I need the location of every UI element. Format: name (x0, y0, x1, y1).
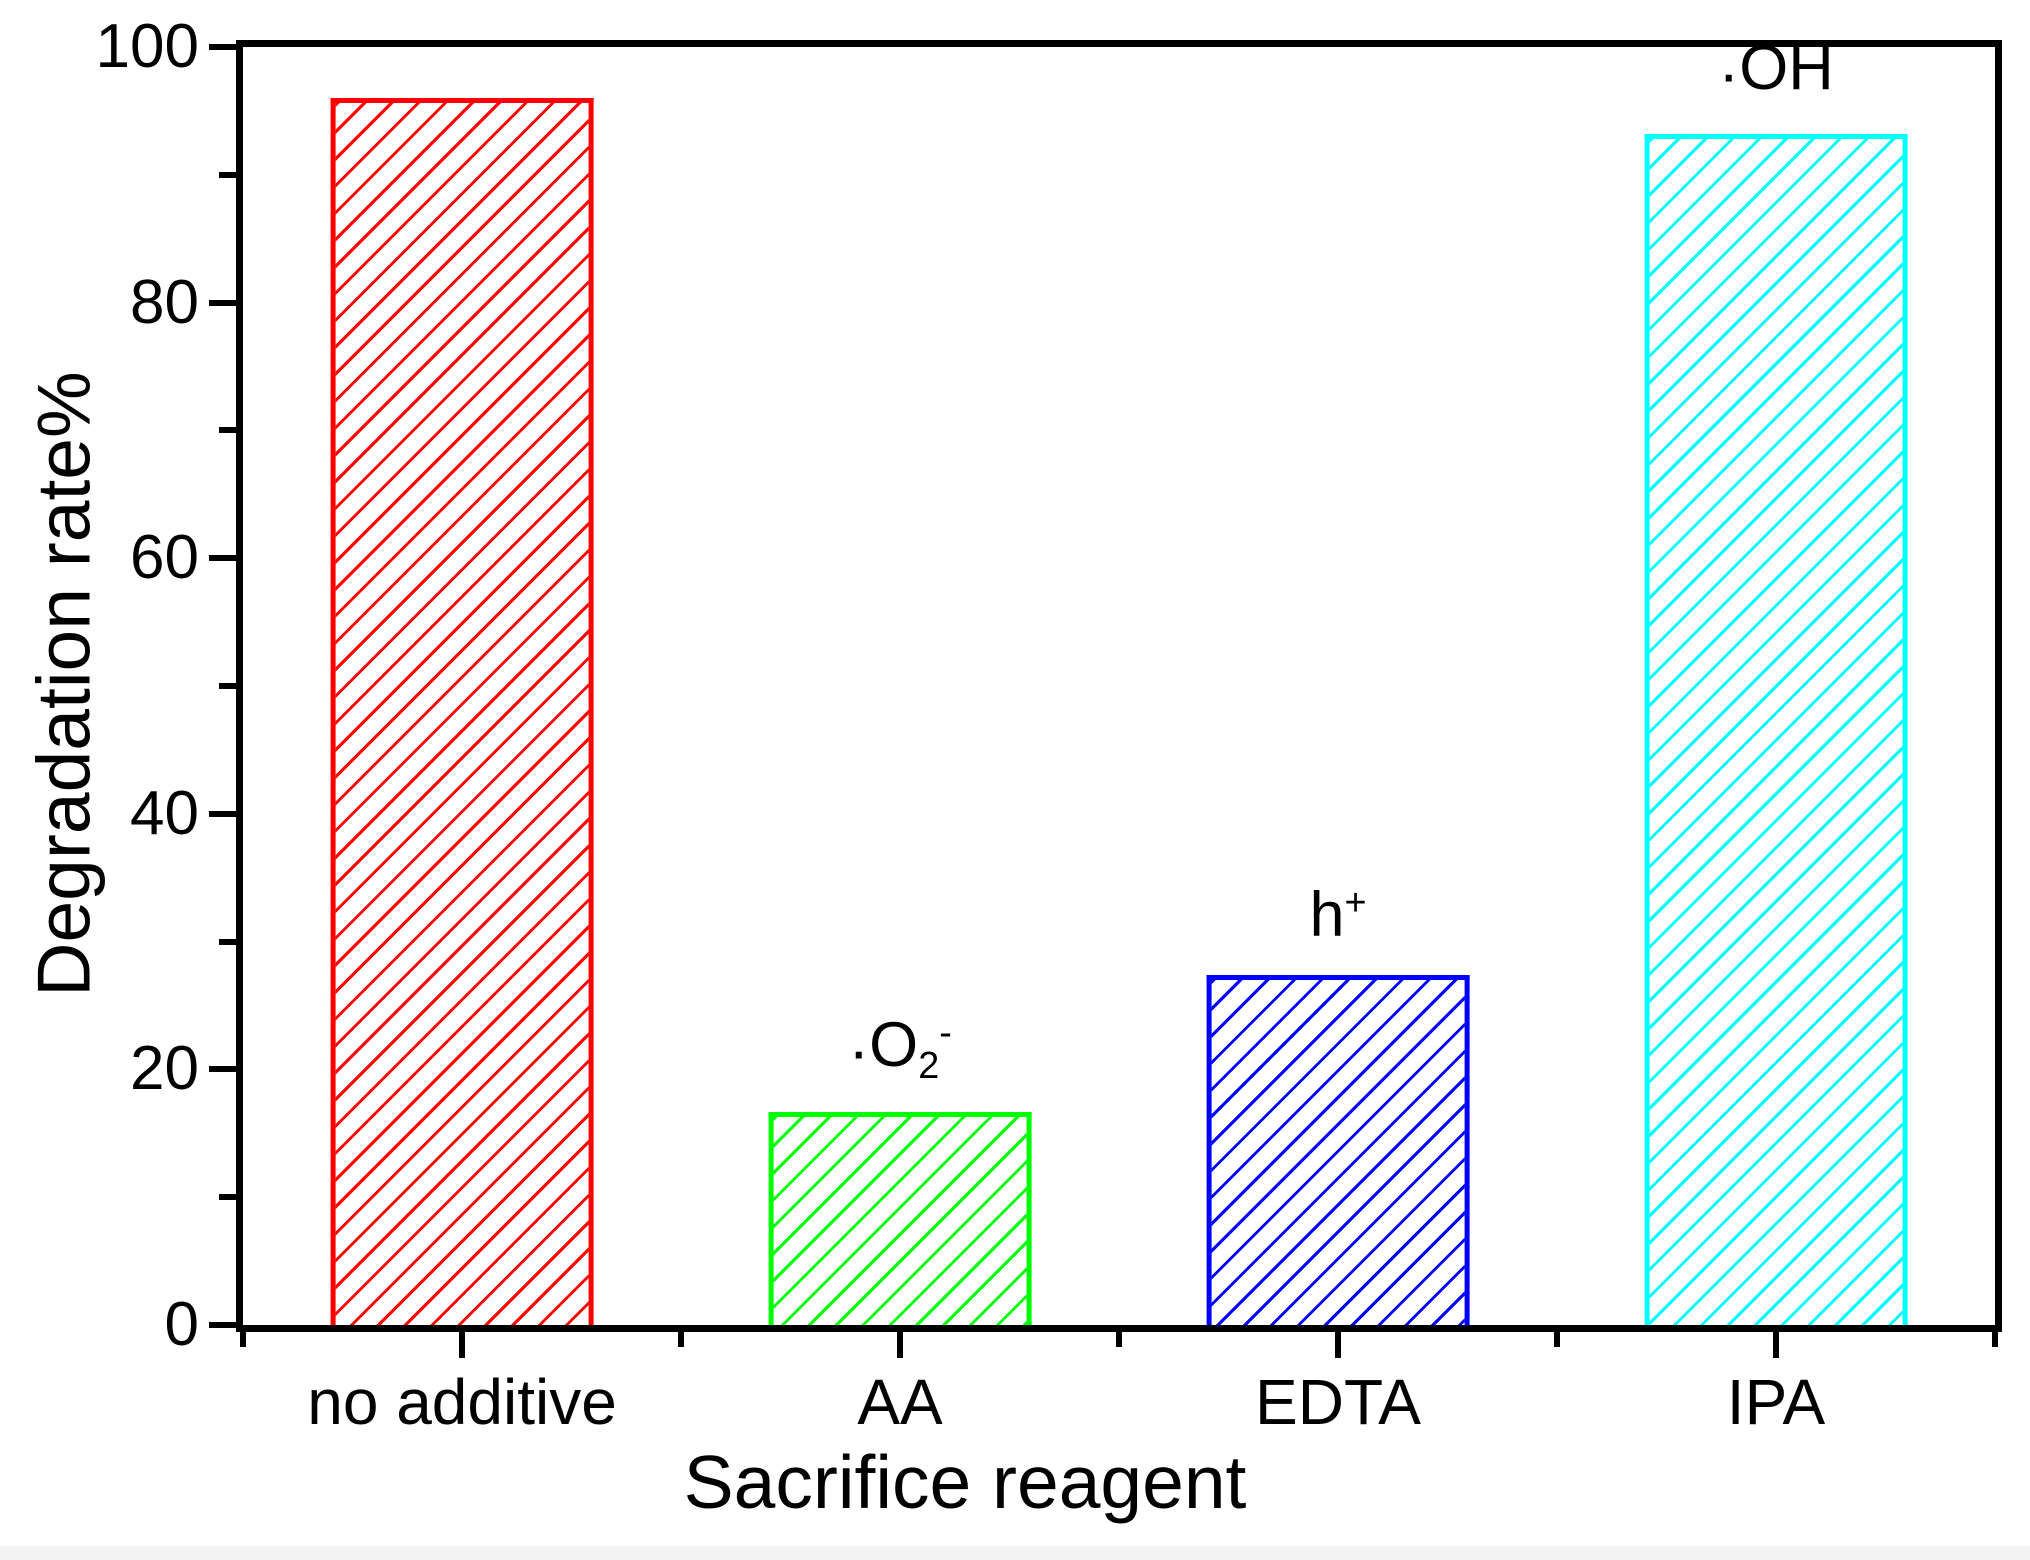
radical-dot: · (1718, 38, 1740, 109)
y-major-tick (209, 810, 243, 817)
y-major-tick (209, 555, 243, 562)
y-minor-tick (219, 683, 243, 689)
x-major-tick (897, 1325, 903, 1358)
bar-ipa (1644, 133, 1908, 1325)
bar-no-additive (330, 98, 594, 1325)
y-axis-title: Degradation rate% (21, 371, 106, 997)
x-boundary-tick (240, 1325, 246, 1347)
bar-annotation: ·O2- (848, 1010, 952, 1088)
bar-edta (1206, 974, 1470, 1325)
y-minor-tick (219, 171, 243, 178)
y-major-tick (209, 299, 243, 306)
x-boundary-tick (1554, 1325, 1560, 1347)
y-minor-tick (219, 1194, 243, 1201)
x-major-tick (459, 1325, 465, 1358)
x-tick-label: EDTA (1255, 1366, 1421, 1438)
x-tick-label: AA (857, 1366, 943, 1438)
y-tick-label: 20 (130, 1034, 199, 1104)
y-tick-label: 40 (130, 778, 199, 848)
y-major-tick (209, 1322, 243, 1328)
y-tick-label: 100 (95, 12, 199, 81)
bar-annotation: ·OH (1718, 32, 1834, 109)
y-minor-tick (219, 427, 243, 434)
y-tick-label: 0 (164, 1290, 199, 1359)
x-boundary-tick (1116, 1325, 1122, 1347)
y-minor-tick (219, 938, 243, 945)
y-tick-label: 60 (130, 523, 199, 593)
x-axis-title: Sacrifice reagent (683, 1440, 1247, 1524)
footer-strip (0, 1546, 2030, 1560)
x-major-tick (1773, 1325, 1779, 1358)
x-boundary-tick (678, 1325, 684, 1347)
radical-dot: · (848, 1016, 870, 1087)
x-boundary-tick (1992, 1325, 1998, 1347)
y-major-tick (209, 44, 243, 50)
y-major-tick (209, 1066, 243, 1073)
bar-aa (768, 1111, 1032, 1325)
plot-area: 0 20 40 60 80 100 no additive AA ·O2- EDTA h+ IPA ·O… (96, 16, 2002, 1434)
bar-annotation: h+ (1309, 879, 1367, 950)
x-tick-label: no additive (307, 1366, 617, 1438)
y-tick-label: 80 (130, 267, 199, 337)
x-major-tick (1335, 1325, 1341, 1358)
x-tick-label: IPA (1726, 1366, 1826, 1438)
